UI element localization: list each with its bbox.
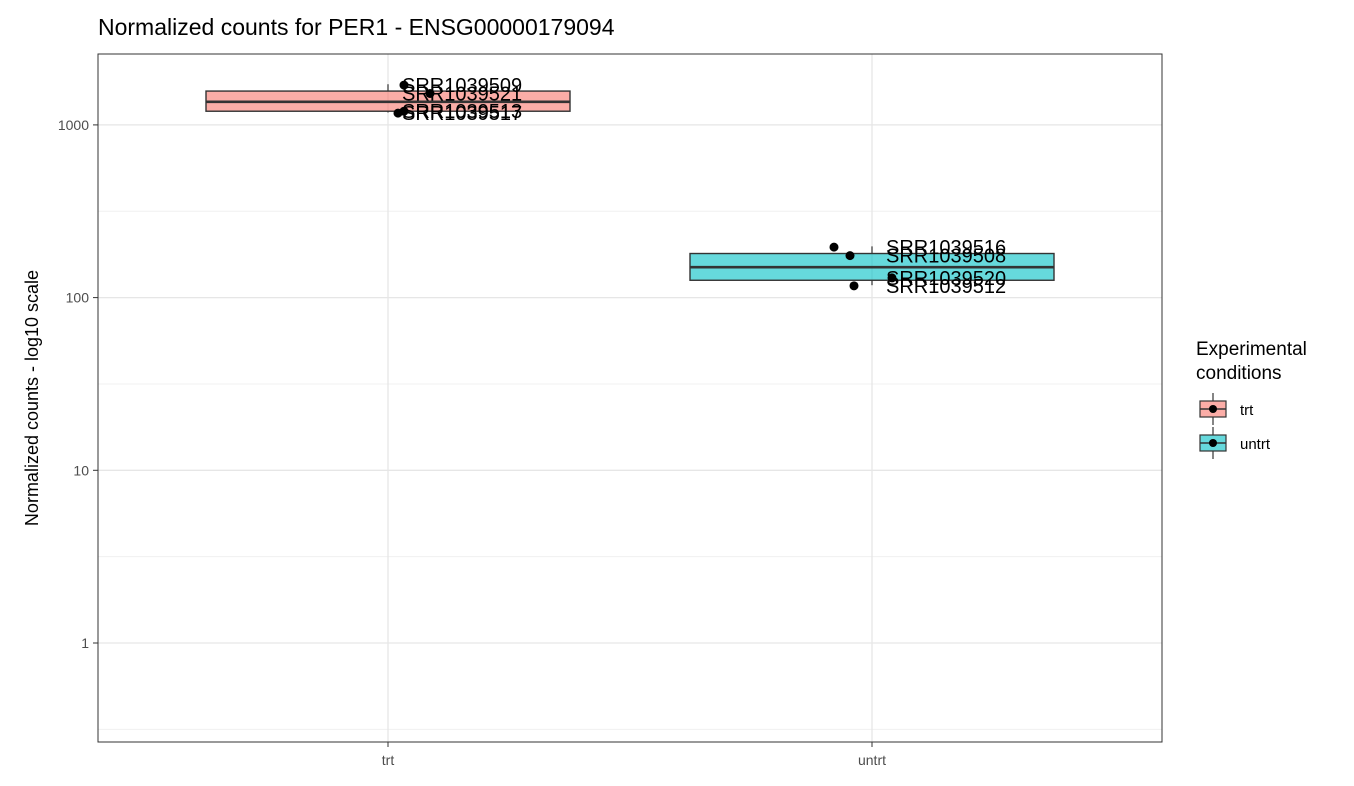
data-point [399, 80, 409, 90]
data-point [887, 273, 897, 283]
y-tick-label: 100 [66, 290, 90, 306]
plot-panel [98, 54, 1162, 742]
legend-key-untrt [1199, 427, 1227, 459]
y-tick-label: 1000 [58, 117, 89, 133]
plot-panel-border [97, 53, 1163, 743]
sample-label: SRR1039513 [402, 101, 522, 123]
x-tick-label: trt [382, 752, 395, 768]
sample-label: SRR1039516 [886, 237, 1006, 259]
legend-label: trt [1240, 402, 1254, 419]
legend-label: untrt [1240, 436, 1271, 453]
data-point [829, 242, 839, 252]
legend-point [1209, 405, 1217, 413]
y-tick-label: 10 [73, 462, 89, 478]
sample-label: SRR1039521 [402, 83, 522, 105]
y-tick-label: 1 [81, 635, 89, 651]
y-axis-label: Normalized counts - log10 scale [22, 270, 42, 526]
legend-title: conditions [1196, 363, 1282, 384]
data-point [393, 108, 403, 118]
chart-title: Normalized counts for PER1 - ENSG0000017… [98, 14, 615, 40]
sample-label: SRR1039508 [886, 246, 1006, 268]
x-tick-label: untrt [858, 752, 886, 768]
legend-title: Experimental [1196, 339, 1307, 360]
legend-point [1209, 439, 1217, 447]
sample-label: SRR1039512 [886, 276, 1006, 298]
legend-key-trt [1199, 393, 1227, 425]
data-point [425, 88, 435, 98]
sample-label: SRR1039520 [886, 268, 1006, 290]
data-point [849, 281, 859, 291]
data-point [845, 251, 855, 261]
sample-label: SRR1039517 [402, 103, 522, 125]
